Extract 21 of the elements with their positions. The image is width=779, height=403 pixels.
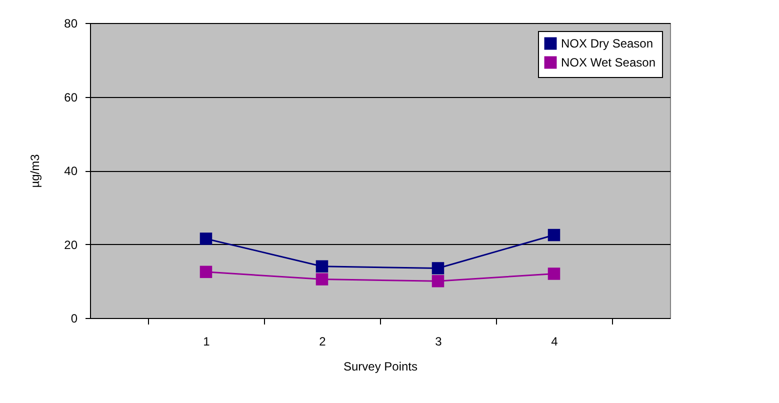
x-tick-label: 4 [551,334,558,348]
y-tick-label: 20 [64,238,78,252]
legend-label: NOX Wet Season [561,56,656,70]
point [548,228,560,242]
point [432,262,444,274]
y-tick-label: 40 [64,164,78,178]
point [316,273,328,286]
point [200,266,212,278]
point [548,268,560,280]
y-tick-label: 60 [64,90,78,104]
x-tick-label: 1 [203,334,210,348]
y-tick-label: 0 [70,312,78,326]
y-axis-title: µg/m3 [28,154,42,188]
x-tick-label: 2 [319,334,326,348]
point [200,232,212,245]
point [432,275,444,288]
point [316,260,328,272]
legend-label: NOX Dry Season [561,36,654,50]
y-tick-label: 80 [64,16,78,30]
x-axis-title: Survey Points [343,360,418,374]
x-tick-label: 3 [435,334,442,348]
